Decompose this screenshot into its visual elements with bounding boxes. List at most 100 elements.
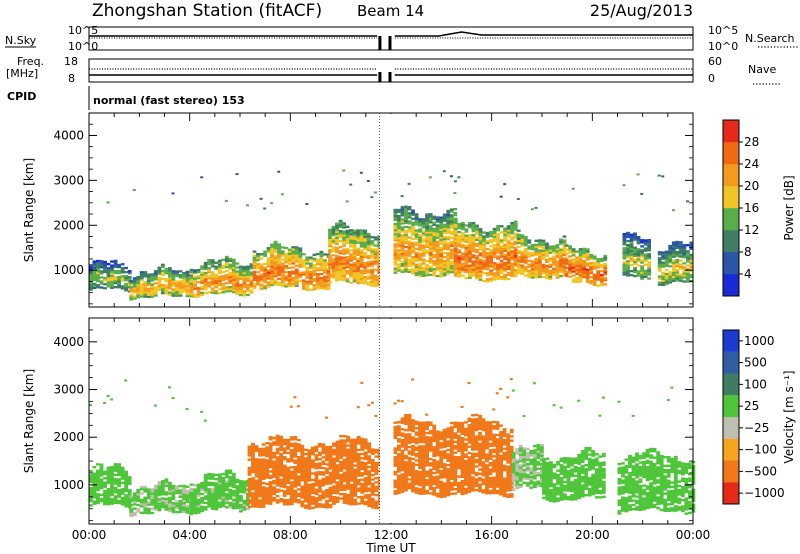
range-cell bbox=[247, 467, 252, 470]
range-cell bbox=[432, 433, 437, 436]
range-cell bbox=[339, 486, 343, 489]
range-cell bbox=[307, 492, 312, 495]
range-cell bbox=[675, 254, 680, 258]
range-cell bbox=[185, 295, 190, 298]
range-cell bbox=[370, 196, 374, 199]
range-cell bbox=[328, 281, 332, 284]
range-cell bbox=[143, 485, 148, 489]
range-cell bbox=[360, 489, 365, 492]
range-cell bbox=[196, 509, 201, 512]
range-cell bbox=[272, 497, 276, 500]
range-cell bbox=[446, 431, 451, 435]
range-cell bbox=[464, 234, 469, 237]
nsky-gap-marker-a bbox=[378, 36, 382, 50]
range-cell bbox=[446, 485, 451, 488]
range-cell bbox=[442, 463, 447, 466]
range-cell bbox=[210, 281, 215, 284]
range-cell bbox=[657, 275, 662, 278]
range-cell bbox=[418, 421, 422, 424]
range-cell bbox=[136, 491, 141, 494]
range-cell bbox=[284, 252, 289, 256]
range-cell bbox=[393, 492, 398, 495]
range-cell bbox=[189, 492, 194, 495]
range-cell bbox=[622, 265, 627, 268]
range-cell bbox=[171, 491, 176, 494]
range-cell bbox=[393, 227, 398, 230]
range-cell bbox=[418, 430, 422, 433]
range-cell bbox=[503, 229, 507, 232]
range-cell bbox=[545, 258, 549, 261]
range-cell bbox=[287, 274, 292, 278]
range-cell bbox=[432, 233, 437, 237]
range-cell bbox=[414, 257, 419, 260]
range-cell bbox=[400, 466, 405, 470]
range-cell bbox=[496, 239, 500, 242]
range-cell bbox=[265, 474, 269, 477]
range-cell bbox=[189, 511, 194, 514]
range-cell bbox=[485, 262, 490, 265]
range-cell bbox=[307, 477, 312, 480]
range-cell bbox=[275, 479, 280, 483]
range-cell bbox=[150, 291, 155, 294]
range-cell bbox=[263, 270, 267, 274]
range-cell bbox=[293, 481, 298, 484]
range-cell bbox=[193, 512, 197, 515]
range-cell bbox=[442, 491, 447, 494]
range-cell bbox=[643, 239, 648, 242]
range-cell bbox=[228, 273, 233, 277]
range-cell bbox=[342, 486, 347, 489]
range-cell bbox=[228, 259, 233, 262]
range-cell bbox=[349, 477, 354, 480]
range-cell bbox=[127, 493, 132, 496]
range-cell bbox=[252, 250, 257, 253]
range-cell bbox=[231, 287, 236, 290]
range-cell bbox=[352, 235, 357, 238]
range-cell bbox=[527, 275, 532, 279]
range-cell bbox=[263, 266, 267, 269]
range-cell bbox=[370, 240, 375, 243]
range-cell bbox=[221, 472, 226, 476]
range-cell bbox=[318, 483, 322, 487]
range-cell bbox=[338, 264, 343, 267]
range-cell bbox=[338, 272, 343, 275]
range-cell bbox=[92, 270, 97, 273]
range-cell bbox=[363, 502, 368, 506]
range-cell bbox=[113, 469, 118, 472]
range-cell bbox=[411, 264, 415, 267]
range-cell bbox=[414, 213, 419, 216]
range-cell bbox=[332, 463, 336, 467]
range-cell bbox=[636, 252, 641, 255]
range-cell bbox=[363, 444, 368, 448]
range-cell bbox=[541, 275, 546, 279]
range-cell bbox=[675, 263, 680, 266]
range-cell bbox=[418, 470, 422, 474]
range-cell bbox=[207, 259, 212, 262]
range-cell bbox=[328, 486, 333, 489]
range-cell bbox=[439, 263, 444, 266]
range-cell bbox=[270, 202, 274, 205]
range-cell bbox=[578, 250, 583, 253]
range-cell bbox=[446, 264, 451, 267]
range-cell bbox=[523, 250, 528, 253]
range-cell bbox=[626, 244, 630, 247]
range-cell bbox=[374, 502, 379, 505]
range-cell bbox=[263, 278, 267, 282]
range-cell bbox=[400, 210, 405, 213]
range-cell bbox=[435, 224, 440, 227]
range-cell bbox=[252, 260, 257, 263]
range-cell bbox=[277, 269, 281, 272]
range-cell bbox=[349, 490, 354, 493]
range-cell bbox=[520, 242, 525, 245]
range-cell bbox=[489, 245, 493, 248]
range-cell bbox=[335, 455, 340, 458]
range-cell bbox=[106, 277, 111, 280]
range-cell bbox=[629, 245, 634, 248]
range-cell bbox=[214, 279, 219, 283]
range-cell bbox=[207, 473, 212, 476]
range-cell bbox=[585, 272, 590, 275]
range-cell bbox=[404, 444, 408, 447]
range-cell bbox=[418, 449, 422, 452]
range-cell bbox=[342, 224, 346, 227]
range-cell bbox=[552, 251, 556, 254]
range-cell bbox=[439, 476, 444, 479]
